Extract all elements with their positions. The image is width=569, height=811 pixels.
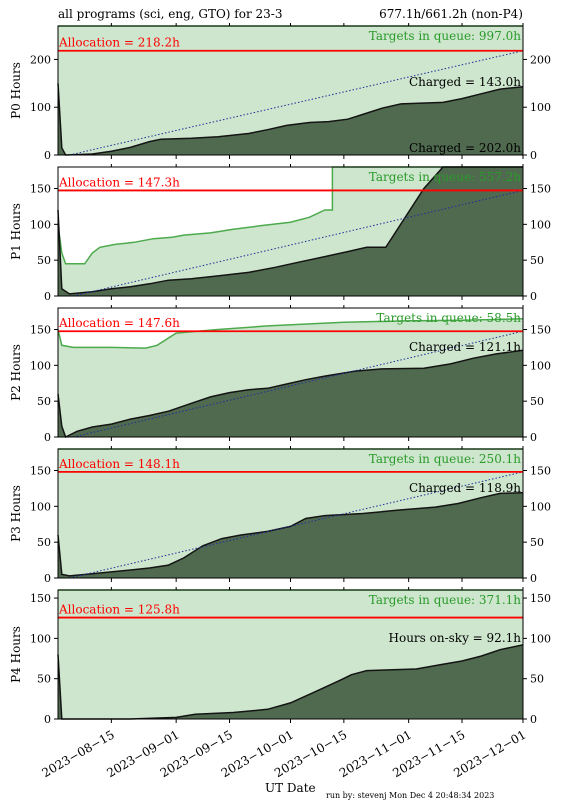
y-tick-label-right: 0: [530, 431, 537, 444]
x-axis-label: UT Date: [265, 781, 316, 795]
y-tick-label-left: 100: [30, 218, 51, 231]
y-tick-label-right: 100: [530, 359, 551, 372]
x-tick-label: 2023−08−15: [40, 727, 117, 780]
y-tick-label-left: 50: [37, 254, 51, 267]
charged-area: [58, 350, 523, 437]
charged-line: [57, 644, 524, 720]
y-axis-label: P0 Hours: [9, 62, 23, 119]
panel-3: [54, 446, 527, 582]
y-tick-label-right: 150: [530, 465, 551, 478]
y-tick-label-right: 100: [530, 500, 551, 513]
figure-title-left: all programs (sci, eng, GTO) for 23-3: [58, 7, 283, 21]
y-tick-label-left: 0: [44, 713, 51, 726]
y-tick-label-right: 0: [530, 572, 537, 585]
y-axis-label: P1 Hours: [9, 203, 23, 260]
queue-label: Targets in queue: 557.2h: [369, 170, 521, 184]
y-tick-label-left: 200: [30, 53, 51, 66]
run-by-footer: run by: stevenj Mon Dec 4 20:48:34 2023: [326, 791, 495, 800]
charged-label: Charged = 143.0h: [409, 75, 521, 89]
y-axis-label: P3 Hours: [9, 485, 23, 542]
y-tick-label-left: 0: [44, 290, 51, 303]
y-tick-label-left: 50: [37, 673, 51, 686]
y-tick-label-left: 150: [30, 324, 51, 337]
pace-line: [73, 330, 524, 438]
y-tick-label-left: 0: [44, 149, 51, 162]
y-tick-label-right: 100: [530, 218, 551, 231]
charged-area: [58, 167, 523, 296]
y-tick-label-right: 100: [530, 632, 551, 645]
y-tick-label-left: 150: [30, 183, 51, 196]
y-tick-label-left: 0: [44, 572, 51, 585]
allocation-label: Allocation = 148.1h: [58, 457, 180, 471]
y-axis-label: P4 Hours: [9, 626, 23, 683]
charged-line: [57, 349, 524, 439]
allocation-label: Allocation = 147.6h: [58, 316, 180, 330]
figure-title-right: 677.1h/661.2h (non-P4): [379, 7, 523, 21]
charged-line: [57, 166, 523, 295]
y-tick-label-left: 100: [30, 632, 51, 645]
y-tick-label-right: 150: [530, 592, 551, 605]
pace-line: [69, 471, 524, 579]
charged-area: [58, 492, 523, 578]
pace-line: [69, 50, 524, 156]
y-tick-label-right: 200: [530, 53, 551, 66]
y-tick-label-right: 0: [530, 713, 537, 726]
charged-line: [57, 491, 524, 577]
y-tick-label-right: 0: [530, 290, 537, 303]
queue-label: Targets in queue: 371.1h: [369, 593, 521, 607]
y-tick-label-left: 150: [30, 465, 51, 478]
panel-1: [54, 164, 527, 300]
charged-label-bottom: Charged = 202.0h: [409, 141, 521, 155]
y-axis-label: P2 Hours: [9, 344, 23, 401]
allocation-label: Allocation = 218.2h: [58, 36, 180, 50]
y-tick-label-left: 150: [30, 592, 51, 605]
allocation-label: Allocation = 147.3h: [58, 175, 180, 189]
charged-line: [57, 83, 524, 156]
charged-label: Charged = 121.1h: [409, 340, 521, 354]
y-tick-label-right: 50: [530, 254, 544, 267]
y-tick-label-left: 0: [44, 431, 51, 444]
queue-label: Targets in queue: 250.1h: [369, 452, 521, 466]
allocation-label: Allocation = 125.8h: [58, 603, 180, 617]
panel-2: [54, 305, 527, 441]
charged-area: [58, 644, 523, 719]
y-tick-label-right: 50: [530, 395, 544, 408]
y-tick-label-left: 100: [30, 500, 51, 513]
panel-4: [54, 587, 527, 723]
charged-label: Charged = 118.9h: [409, 481, 521, 495]
y-tick-label-left: 100: [30, 359, 51, 372]
y-tick-label-left: 50: [37, 536, 51, 549]
y-tick-label-right: 100: [530, 101, 551, 114]
queue-line: [57, 318, 524, 349]
charged-area: [58, 83, 523, 155]
y-tick-label-left: 100: [30, 101, 51, 114]
y-tick-label-right: 150: [530, 183, 551, 196]
panel-0: [54, 23, 527, 159]
y-tick-label-right: 0: [530, 149, 537, 162]
y-tick-label-right: 50: [530, 536, 544, 549]
y-tick-label-left: 50: [37, 395, 51, 408]
charged-label: Hours on-sky = 92.1h: [389, 631, 522, 645]
y-tick-label-right: 150: [530, 324, 551, 337]
queue-label: Targets in queue: 997.0h: [369, 29, 521, 43]
y-tick-label-right: 50: [530, 673, 544, 686]
queue-label: Targets in queue: 58.5h: [376, 311, 521, 325]
queue-line: [57, 166, 523, 265]
